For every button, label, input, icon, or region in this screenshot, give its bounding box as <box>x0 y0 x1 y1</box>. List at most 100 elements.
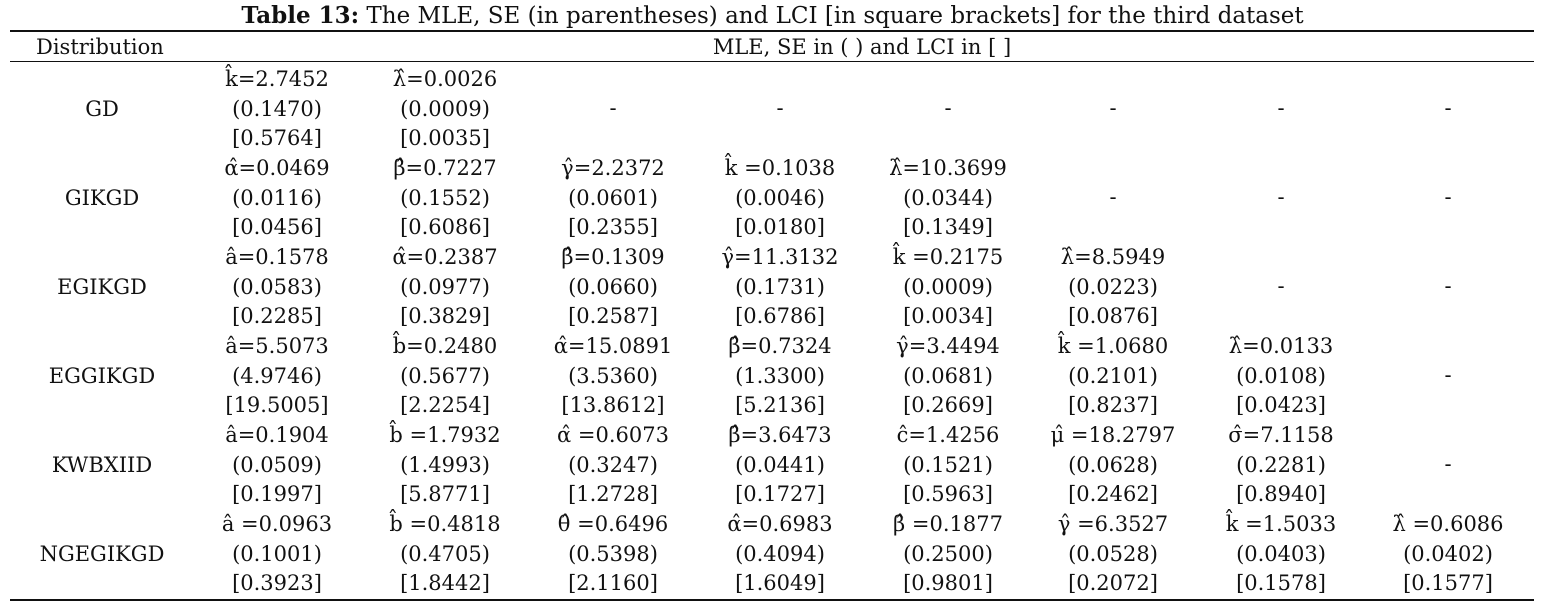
lci-value: [0.6086] <box>400 215 490 239</box>
estimate-cell: α̂=0.0469 (0.0116) [0.0456] <box>192 154 362 243</box>
lci-value: [0.1997] <box>232 482 322 506</box>
se-value: (0.5398) <box>568 541 658 566</box>
empty-cell: - <box>1363 243 1533 302</box>
estimate-cell: α̂=15.0891 (3.5360) [13.8612] <box>528 332 698 421</box>
lci-value: [2.2254] <box>400 393 490 417</box>
estimate-cell: ĉ=1.4256 (0.1521) [0.5963] <box>863 421 1033 510</box>
empty-cell: - <box>1363 332 1533 391</box>
mle-value: θ̂ =0.6496 <box>557 512 669 536</box>
dash-placeholder: - <box>1109 96 1117 120</box>
se-value: (0.3247) <box>568 452 658 477</box>
estimate-cell: σ̂=7.1158 (0.2281) [0.8940] <box>1196 421 1366 510</box>
estimate-cell: β̂=0.7227 (0.1552) [0.6086] <box>360 154 530 243</box>
estimate-cell: k̂ =1.5033 (0.0403) [0.1578] <box>1196 510 1366 599</box>
lci-value: [0.5764] <box>232 126 322 150</box>
estimate-cell: b̂=0.2480 (0.5677) [2.2254] <box>360 332 530 421</box>
distribution-name: NGEGIKGD <box>39 542 165 566</box>
mle-value: b̂ =0.4818 <box>389 512 501 536</box>
empty-cell: - <box>528 65 698 124</box>
lci-value: [0.3829] <box>400 304 490 328</box>
se-value: (0.0009) <box>400 96 490 121</box>
lci-value: [5.2136] <box>735 393 825 417</box>
mle-value: â=0.1904 <box>225 423 329 447</box>
dash-placeholder: - <box>1444 185 1452 209</box>
mle-value: β̂=0.7227 <box>393 156 497 180</box>
estimate-cell: β̂=0.1309 (0.0660) [0.2587] <box>528 243 698 332</box>
mle-value: β̂=3.6473 <box>728 423 832 447</box>
mle-value: β̂=0.7324 <box>728 334 832 358</box>
mle-value: â =0.0963 <box>221 512 333 536</box>
lci-value: [0.2462] <box>1068 482 1158 506</box>
lci-value: [0.0876] <box>1068 304 1158 328</box>
lci-value: [0.0423] <box>1236 393 1326 417</box>
lci-value: [0.0180] <box>735 215 825 239</box>
se-value: (0.0977) <box>400 274 490 299</box>
estimate-cell: γ̂=11.3132 (0.1731) [0.6786] <box>695 243 865 332</box>
dash-placeholder: - <box>1444 363 1452 387</box>
se-value: (0.0628) <box>1068 452 1158 477</box>
se-value: (0.0583) <box>232 274 322 299</box>
mle-value: α̂ =0.6073 <box>557 423 669 447</box>
se-value: (0.0681) <box>903 363 993 388</box>
caption-label: Table 13: <box>241 2 360 29</box>
mle-value: γ̂ =6.3527 <box>1057 512 1169 536</box>
empty-cell: - <box>1196 154 1366 213</box>
lci-value: [0.2587] <box>568 304 658 328</box>
dash-placeholder: - <box>1444 452 1452 476</box>
estimate-cell: â=0.1904 (0.0509) [0.1997] <box>192 421 362 510</box>
lci-value: [0.3923] <box>232 571 322 595</box>
se-value: (0.2101) <box>1068 363 1158 388</box>
se-value: (0.1470) <box>232 96 322 121</box>
dash-placeholder: - <box>1277 274 1285 298</box>
mle-value: λ̂ =0.6086 <box>1392 512 1504 536</box>
distribution-name: EGGIKGD <box>48 364 156 388</box>
mle-value: λ̂=8.5949 <box>1060 245 1166 269</box>
se-value: (0.4705) <box>400 541 490 566</box>
dash-placeholder: - <box>1444 274 1452 298</box>
dash-placeholder: - <box>776 96 784 120</box>
header-rule <box>10 61 1534 62</box>
estimate-cell: μ̂ =18.2797 (0.0628) [0.2462] <box>1028 421 1198 510</box>
lci-value: [0.8237] <box>1068 393 1158 417</box>
mle-value: α̂=0.2387 <box>392 245 498 269</box>
mle-value: β̂ =0.1877 <box>893 512 1003 536</box>
lci-value: [0.6786] <box>735 304 825 328</box>
estimate-cell: λ̂=0.0026 (0.0009) [0.0035] <box>360 65 530 154</box>
se-value: (0.0601) <box>568 185 658 210</box>
lci-value: [0.0034] <box>903 304 993 328</box>
se-value: (0.0009) <box>903 274 993 299</box>
mle-value: λ̂=0.0133 <box>1228 334 1334 358</box>
lci-value: [5.8771] <box>400 482 490 506</box>
lci-value: [0.2669] <box>903 393 993 417</box>
empty-cell: - <box>1363 421 1533 480</box>
se-value: (0.0660) <box>568 274 658 299</box>
lci-value: [1.2728] <box>568 482 658 506</box>
estimate-cell: β̂=3.6473 (0.0441) [0.1727] <box>695 421 865 510</box>
se-value: (0.0108) <box>1236 363 1326 388</box>
dash-placeholder: - <box>1277 96 1285 120</box>
se-value: (0.4094) <box>735 541 825 566</box>
estimate-cell: θ̂ =0.6496 (0.5398) [2.1160] <box>528 510 698 599</box>
lci-value: [0.5963] <box>903 482 993 506</box>
mle-value: â=5.5073 <box>225 334 329 358</box>
se-value: (0.2500) <box>903 541 993 566</box>
mle-value: k̂ =1.0680 <box>1057 334 1169 358</box>
se-value: (0.0116) <box>232 185 322 210</box>
mle-value: α̂=0.0469 <box>224 156 330 180</box>
empty-cell: - <box>863 65 1033 124</box>
dash-placeholder: - <box>609 96 617 120</box>
mle-value: β̂=0.1309 <box>561 245 665 269</box>
distribution-name: EGIKGD <box>57 275 147 299</box>
se-value: (0.0509) <box>232 452 322 477</box>
estimate-cell: γ̂=2.2372 (0.0601) [0.2355] <box>528 154 698 243</box>
se-value: (0.1521) <box>903 452 993 477</box>
header-mle-se-lci: MLE, SE in ( ) and LCI in [ ] <box>712 35 1012 59</box>
lci-value: [0.2285] <box>232 304 322 328</box>
lci-value: [0.2355] <box>568 215 658 239</box>
mle-value: k̂ =0.2175 <box>892 245 1004 269</box>
se-value: (4.9746) <box>232 363 322 388</box>
lci-value: [0.1577] <box>1403 571 1493 595</box>
caption-text: The MLE, SE (in parentheses) and LCI [in… <box>359 3 1304 29</box>
se-value: (0.0528) <box>1068 541 1158 566</box>
mle-value: λ̂=10.3699 <box>889 156 1007 180</box>
